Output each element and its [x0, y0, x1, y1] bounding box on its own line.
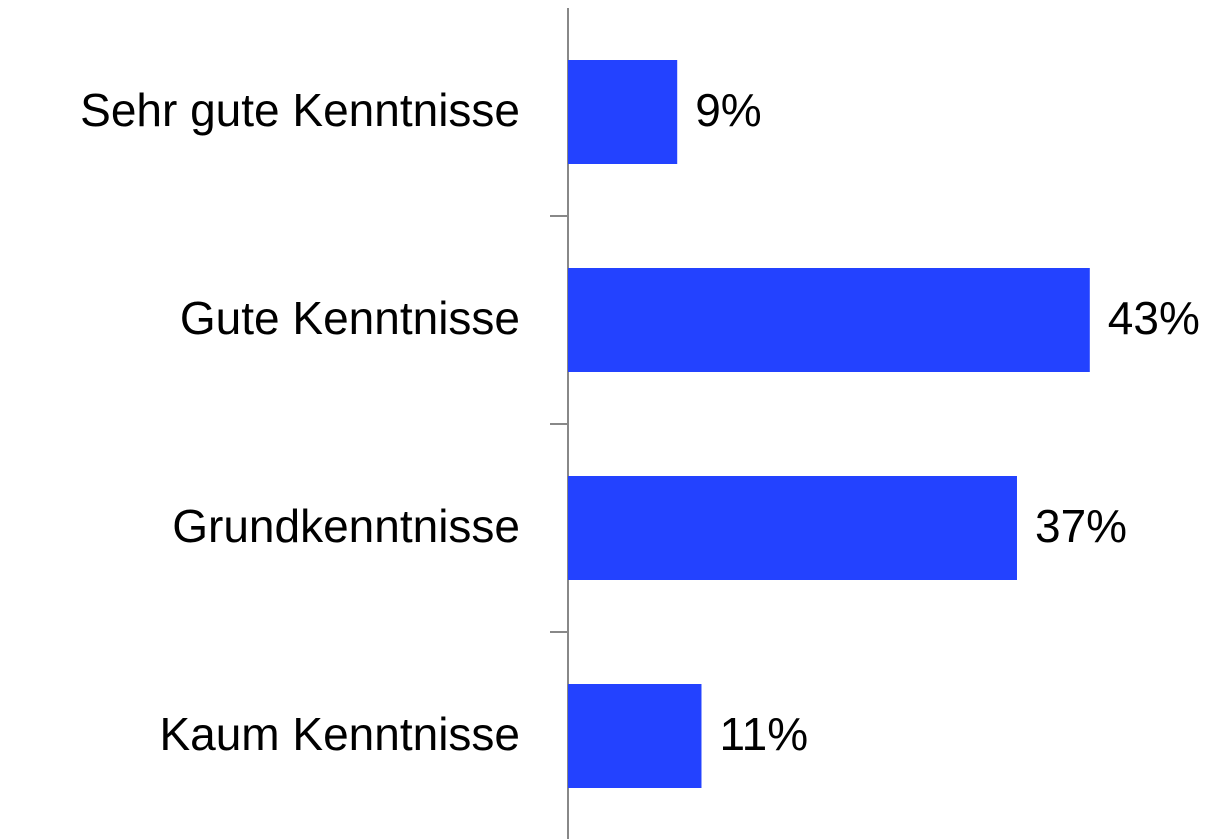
value-label: 37% [1035, 500, 1127, 552]
category-label: Gute Kenntnisse [180, 292, 520, 344]
category-label: Sehr gute Kenntnisse [80, 84, 520, 136]
value-label: 9% [695, 84, 761, 136]
value-label: 43% [1108, 292, 1200, 344]
category-label: Grundkenntnisse [172, 500, 520, 552]
category-label: Kaum Kenntnisse [159, 708, 520, 760]
bar [568, 268, 1090, 372]
bar [568, 684, 702, 788]
bar [568, 60, 678, 164]
value-label: 11% [719, 708, 808, 760]
bar [568, 476, 1017, 580]
